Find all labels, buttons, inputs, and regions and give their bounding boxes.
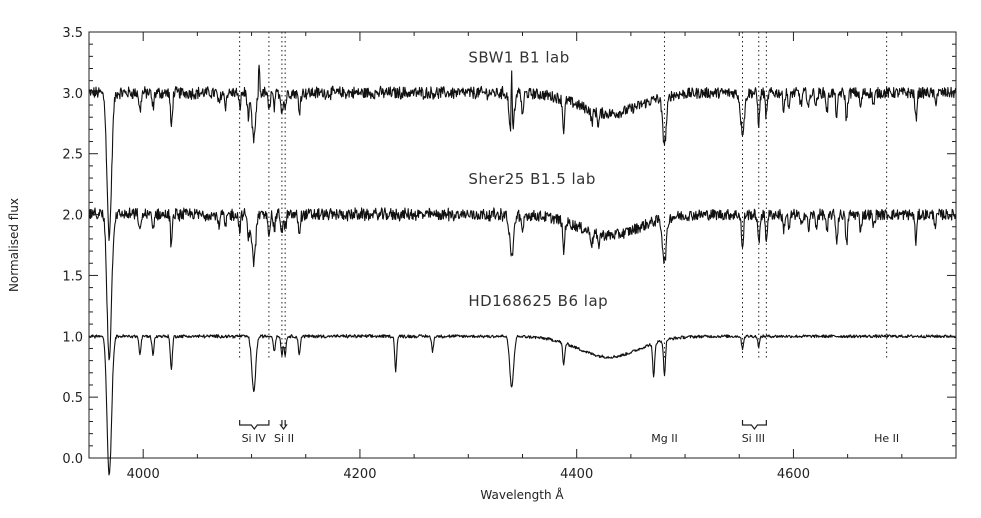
y-axis-title: Normalised flux	[7, 198, 21, 292]
x-axis-title: Wavelength Å	[480, 487, 564, 502]
plot-frame	[88, 31, 957, 459]
y-tick-label: 1.0	[62, 330, 83, 345]
y-tick-label: 2.0	[62, 209, 83, 224]
spectrum-line	[88, 207, 957, 361]
x-tick-label: 4000	[127, 467, 160, 482]
y-tick-label: 0.0	[62, 452, 83, 467]
line-id-label: Si IV	[242, 432, 267, 445]
x-tick-label: 4200	[343, 467, 376, 482]
y-tick-label: 3.5	[62, 26, 83, 41]
series-label: Sher25 B1.5 lab	[468, 170, 596, 188]
brace-mark	[279, 420, 288, 430]
series-label: HD168625 B6 lap	[468, 292, 608, 310]
y-tick-label: 0.5	[62, 391, 83, 406]
series-label: SBW1 B1 lab	[468, 48, 569, 66]
x-axis-ticks: 4000 4200 4400 4600	[127, 32, 903, 482]
line-id-label: Si III	[742, 432, 765, 445]
line-markers	[239, 32, 888, 359]
y-tick-label: 2.5	[62, 148, 83, 163]
spectrum-line	[88, 64, 957, 242]
line-id-label: Mg II	[651, 432, 677, 445]
line-id-label: Si II	[274, 432, 294, 445]
brace-mark	[239, 420, 270, 430]
y-tick-label: 3.0	[62, 87, 83, 102]
line-identifications: Si IV Si II Mg II Si III He II	[239, 420, 899, 445]
series-labels: SBW1 B1 lab Sher25 B1.5 lab HD168625 B6 la…	[468, 48, 608, 310]
spectra-series	[88, 64, 957, 476]
brace-mark	[741, 420, 767, 430]
y-tick-label: 1.5	[62, 269, 83, 284]
y-axis-ticks: 0.0 0.5 1.0 1.5 2.0 2.5 3.0 3.5	[62, 26, 956, 467]
x-tick-label: 4600	[777, 467, 810, 482]
x-tick-label: 4400	[560, 467, 593, 482]
line-id-label: He II	[874, 432, 899, 445]
spectrum-line	[88, 333, 957, 476]
